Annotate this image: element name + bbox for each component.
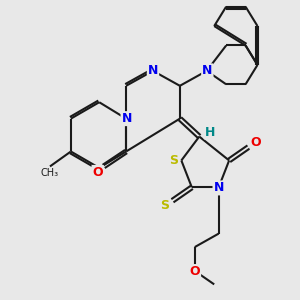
Text: S: S [169,154,178,167]
Text: S: S [160,199,169,212]
Text: O: O [251,136,261,149]
Text: CH₃: CH₃ [41,168,59,178]
Text: N: N [202,64,212,77]
Text: H: H [205,126,215,139]
Text: O: O [190,265,200,278]
Text: N: N [148,64,158,77]
Text: N: N [122,112,132,125]
Text: O: O [92,166,103,179]
Text: N: N [214,182,224,194]
